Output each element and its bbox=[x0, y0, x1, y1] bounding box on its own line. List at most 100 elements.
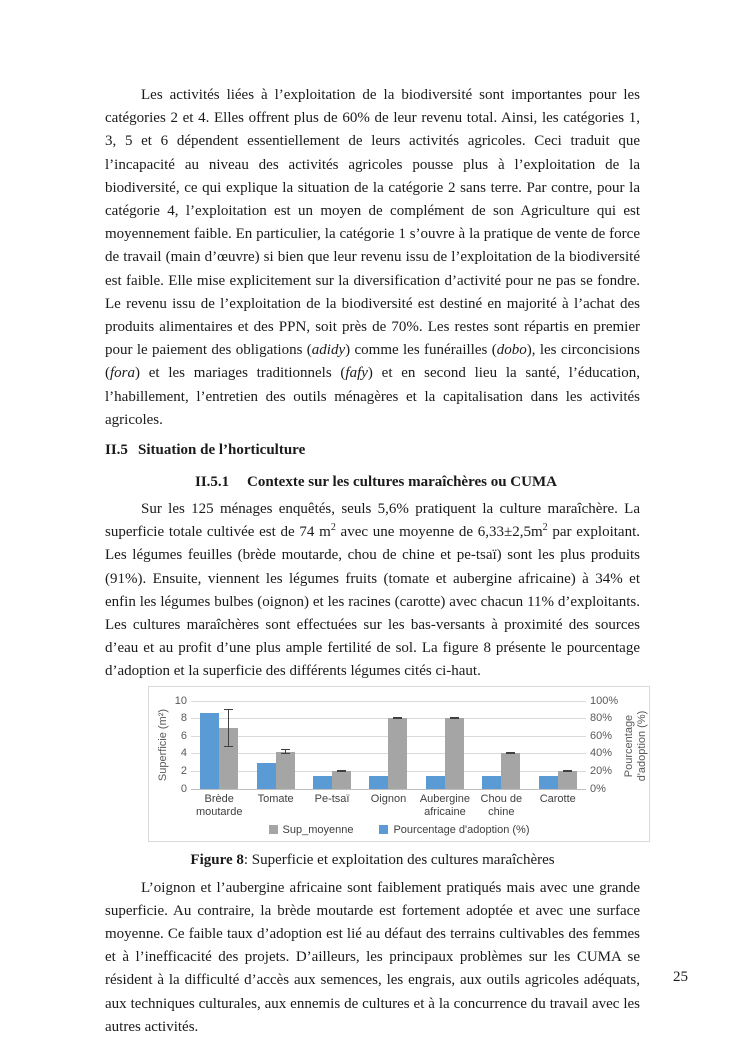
error-bar bbox=[224, 708, 234, 748]
text-segment: adidy bbox=[311, 342, 346, 359]
category-label: Oignon bbox=[370, 792, 407, 805]
error-cap-top bbox=[337, 769, 347, 771]
tick-label: 6 bbox=[180, 729, 187, 742]
error-bar bbox=[280, 749, 290, 755]
chart-figure-box: Superficie (m²) 10 8 6 4 2 0 100% 80% 60% 40% 20%… bbox=[148, 685, 650, 842]
error-bar bbox=[337, 769, 347, 772]
error-cap-bottom bbox=[224, 746, 234, 748]
subsection-title: Contexte sur les cultures maraîchères ou… bbox=[247, 474, 557, 491]
bar-adoption bbox=[313, 776, 333, 789]
error-stem bbox=[228, 709, 230, 747]
error-bar bbox=[393, 717, 403, 720]
tick-label: 2 bbox=[180, 765, 187, 778]
page-content: Les activités liées à l’exploitation de … bbox=[105, 84, 650, 1039]
chart-category bbox=[191, 701, 247, 789]
error-cap-top bbox=[280, 749, 290, 751]
category-label: Chou de chine bbox=[480, 792, 523, 818]
chart-category bbox=[360, 701, 416, 789]
error-cap-bottom bbox=[449, 718, 459, 720]
chart-axis-line bbox=[191, 788, 586, 790]
category-label: Brède moutarde bbox=[195, 792, 243, 818]
chart-category bbox=[247, 701, 303, 789]
chart-category bbox=[417, 701, 473, 789]
paragraph-1: Les activités liées à l’exploitation de … bbox=[105, 84, 640, 432]
text-segment: Sur les 125 ménages enquêtés, seuls 5,6%… bbox=[105, 501, 640, 541]
chart-left-ticks: 10 8 6 4 2 0 bbox=[149, 695, 187, 795]
chart-category bbox=[473, 701, 529, 789]
error-cap-bottom bbox=[337, 770, 347, 772]
text-segment: Figure 8 bbox=[190, 851, 244, 868]
paragraph-3: L’oignon et l’aubergine africaine sont f… bbox=[105, 877, 640, 1039]
tick-label: 100% bbox=[590, 694, 619, 707]
chart-legend: Sup_moyenne Pourcentage d'adoption (%) bbox=[149, 824, 649, 836]
error-bar bbox=[562, 769, 572, 772]
section-heading: II.5 Situation de l’horticulture bbox=[105, 439, 640, 462]
chart-category bbox=[530, 701, 586, 789]
error-cap-top bbox=[393, 717, 403, 719]
text-segment: ) comme les funérailles ( bbox=[345, 342, 497, 359]
bar-adoption bbox=[200, 713, 220, 789]
page-number: 25 bbox=[673, 969, 688, 985]
bar-adoption bbox=[256, 763, 276, 789]
legend-item: Pourcentage d'adoption (%) bbox=[379, 824, 529, 836]
chart-category bbox=[304, 701, 360, 789]
subsection-number: II.5.1 bbox=[195, 474, 230, 491]
section-title: Situation de l’horticulture bbox=[138, 442, 306, 459]
text-segment: Les activités liées à l’exploitation de … bbox=[105, 87, 640, 359]
figure-8: Superficie (m²) 10 8 6 4 2 0 100% 80% 60% 40% 20%… bbox=[105, 685, 650, 872]
text-segment: 2 bbox=[330, 522, 336, 534]
bar-adoption bbox=[425, 776, 445, 789]
chart-right-axis-title: Pourcentage d'adoption (%) bbox=[623, 710, 648, 781]
bar-sup-moyenne bbox=[444, 718, 464, 789]
text-segment: fafy bbox=[345, 365, 368, 382]
category-label: Carotte bbox=[539, 792, 576, 805]
text-segment: L’oignon et l’aubergine africaine sont f… bbox=[105, 879, 640, 1035]
tick-label: 4 bbox=[180, 747, 187, 760]
error-bar bbox=[449, 717, 459, 720]
tick-label: 60% bbox=[590, 729, 613, 742]
text-segment: ), les circoncisions ( bbox=[105, 342, 640, 382]
error-cap-bottom bbox=[393, 718, 403, 720]
paragraph-2: Sur les 125 ménages enquêtés, seuls 5,6%… bbox=[105, 498, 640, 684]
legend-label: Sup_moyenne bbox=[282, 823, 354, 836]
figure-caption: Figure 8: Superficie et exploitation des… bbox=[105, 849, 640, 872]
bar-sup-moyenne bbox=[275, 751, 295, 789]
bar-adoption bbox=[482, 776, 502, 789]
error-cap-top bbox=[506, 752, 516, 754]
tick-label: 0% bbox=[590, 782, 606, 795]
error-cap-bottom bbox=[562, 770, 572, 772]
tick-label: 10 bbox=[174, 694, 187, 707]
text-segment: ) et en second lieu la santé, l’éducatio… bbox=[105, 365, 640, 428]
tick-label: 80% bbox=[590, 712, 613, 725]
chart-plot-area bbox=[191, 700, 586, 790]
text-segment: 2 bbox=[542, 522, 548, 534]
category-label: Aubergine africaine bbox=[419, 792, 470, 818]
text-segment: fora bbox=[110, 365, 136, 382]
category-label: Pe-tsaï bbox=[314, 792, 350, 805]
tick-label: 0 bbox=[180, 782, 187, 795]
tick-label: 20% bbox=[590, 765, 613, 778]
tick-label: 8 bbox=[180, 712, 187, 725]
text-segment: par exploitant. Les légumes feuilles (br… bbox=[105, 524, 641, 680]
bar-adoption bbox=[538, 776, 558, 789]
bar-sup-moyenne bbox=[501, 753, 521, 789]
legend-item: Sup_moyenne bbox=[268, 823, 354, 836]
error-stem bbox=[284, 750, 286, 754]
text-segment: avec une moyenne de 6,33±2,5m bbox=[335, 524, 543, 541]
tick-label: 40% bbox=[590, 747, 613, 760]
gridline bbox=[191, 700, 586, 702]
text-segment: dobo bbox=[496, 342, 527, 359]
text-segment: : Superficie et exploitation des culture… bbox=[243, 851, 555, 868]
error-cap-top bbox=[562, 769, 572, 771]
error-cap-top bbox=[449, 717, 459, 719]
bar-adoption bbox=[369, 776, 389, 789]
bar-sup-moyenne bbox=[219, 727, 239, 789]
subsection-heading: II.5.1 Contexte sur les cultures maraîch… bbox=[195, 471, 640, 494]
legend-swatch bbox=[379, 825, 389, 835]
chart-right-ticks: 100% 80% 60% 40% 20% 0% bbox=[590, 695, 640, 795]
error-cap-bottom bbox=[506, 753, 516, 755]
bar-sup-moyenne bbox=[557, 771, 577, 789]
error-bar bbox=[506, 752, 516, 755]
legend-label: Pourcentage d'adoption (%) bbox=[393, 823, 530, 836]
category-label: Tomate bbox=[257, 792, 294, 805]
